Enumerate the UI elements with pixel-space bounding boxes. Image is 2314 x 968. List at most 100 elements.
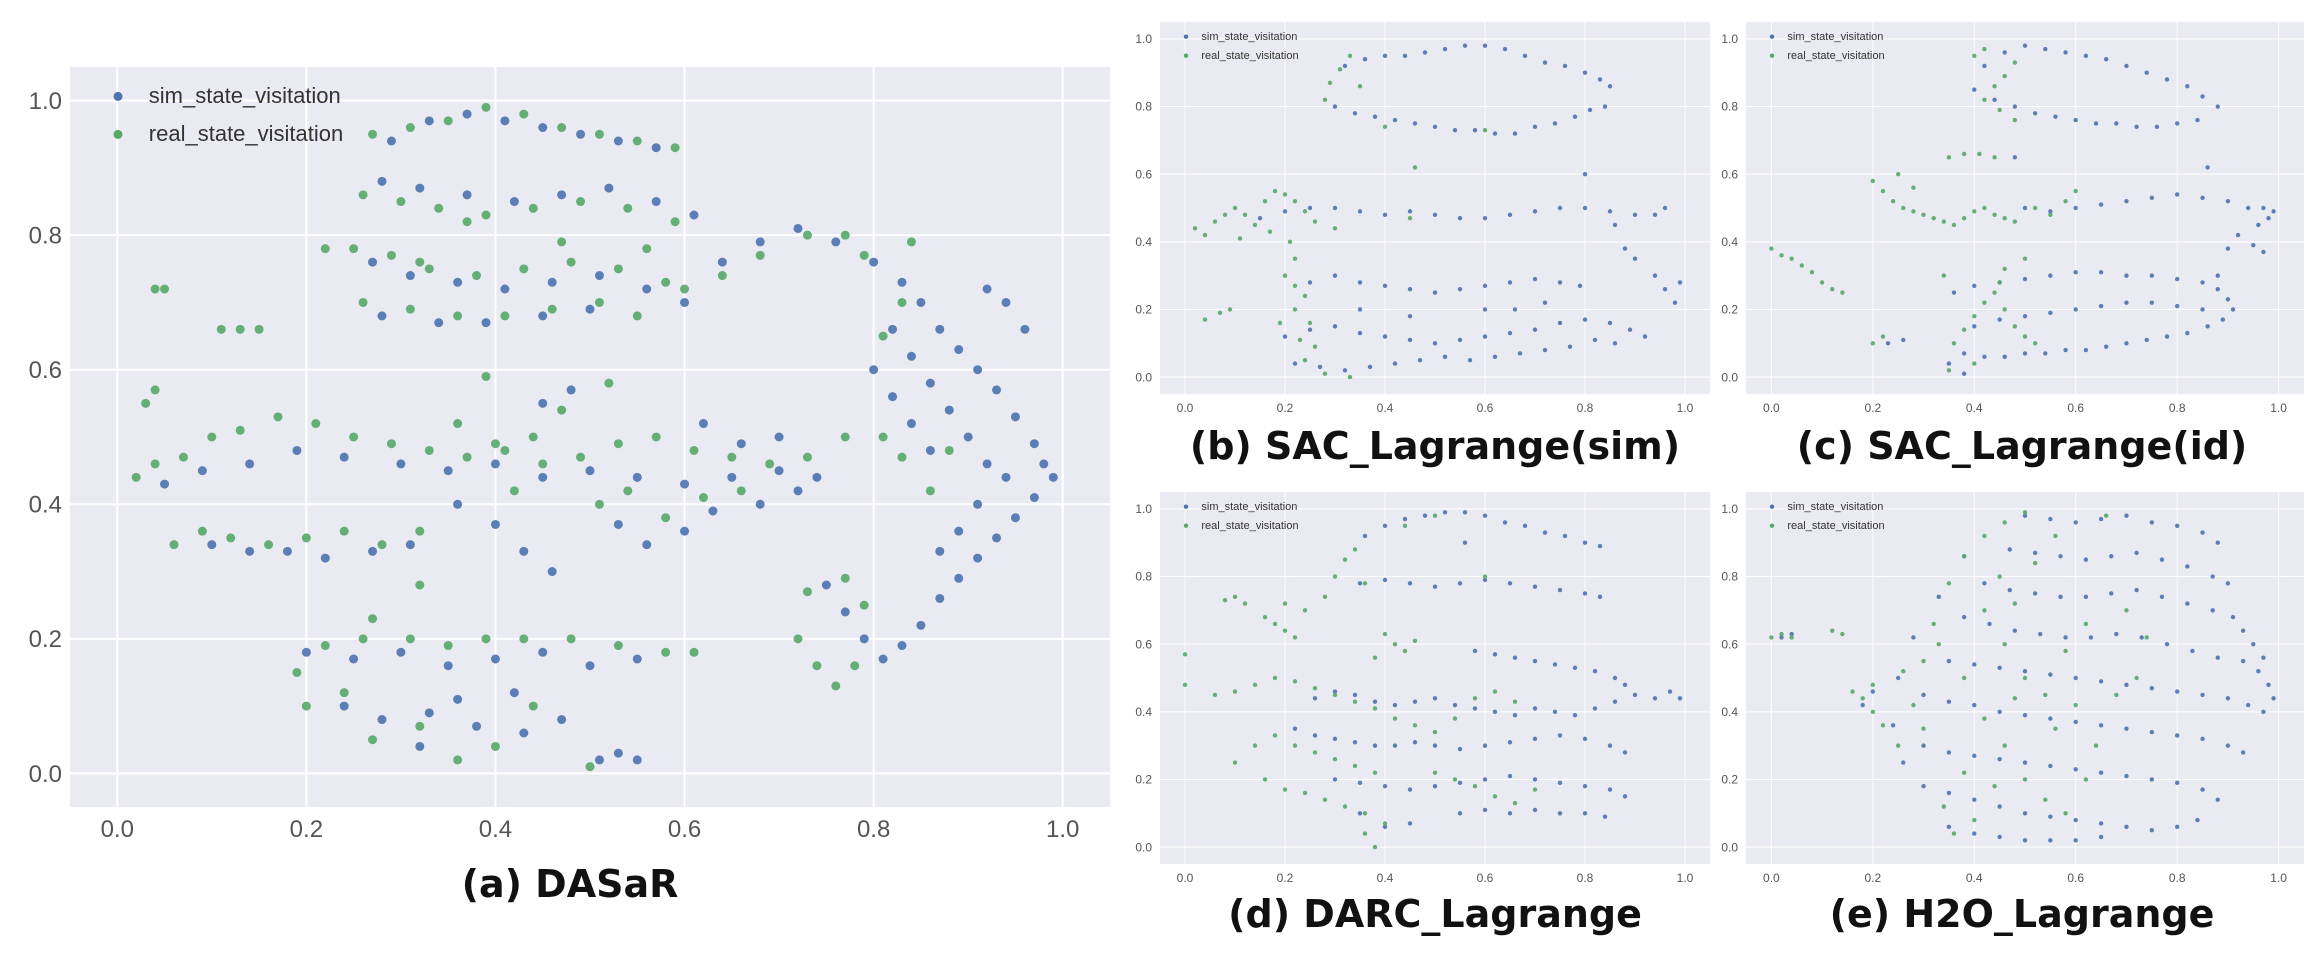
scatter-point bbox=[1292, 283, 1298, 288]
scatter-point bbox=[339, 701, 349, 711]
scatter-point bbox=[2149, 729, 2155, 735]
scatter-point bbox=[2134, 124, 2139, 130]
scatter-point bbox=[1222, 212, 1228, 217]
scatter-point bbox=[2063, 50, 2068, 55]
scatter-point bbox=[405, 634, 415, 644]
scatter-point bbox=[1997, 756, 2002, 762]
scatter-point bbox=[1911, 702, 1916, 708]
scatter-point bbox=[613, 439, 623, 449]
scatter-point bbox=[490, 519, 500, 529]
scatter-point bbox=[1880, 723, 1886, 728]
scatter-point bbox=[1769, 246, 1774, 251]
scatter-point bbox=[859, 250, 869, 260]
legend-label: sim_state_visitation bbox=[1787, 31, 1883, 43]
scatter-point bbox=[1332, 226, 1338, 231]
scatter-point bbox=[689, 647, 699, 657]
scatter-point bbox=[2174, 523, 2180, 529]
scatter-point bbox=[528, 203, 538, 213]
scatter-point bbox=[1582, 171, 1588, 177]
x-tick-label: 1.0 bbox=[2270, 871, 2287, 885]
scatter-point bbox=[717, 271, 727, 281]
scatter-point bbox=[1542, 530, 1548, 535]
scatter-point bbox=[1407, 314, 1413, 319]
scatter-point bbox=[1652, 273, 1658, 278]
scatter-point bbox=[1946, 750, 1952, 755]
scatter-point bbox=[670, 217, 680, 227]
scatter-point bbox=[557, 190, 567, 200]
scatter-point bbox=[415, 721, 425, 731]
x-tick-label: 0.2 bbox=[1864, 401, 1881, 415]
scatter-point bbox=[2063, 635, 2068, 640]
scatter-point bbox=[1452, 702, 1458, 708]
scatter-point bbox=[1941, 219, 1947, 224]
legend-marker bbox=[113, 91, 123, 101]
scatter-point bbox=[1612, 341, 1618, 346]
scatter-point bbox=[2164, 334, 2170, 339]
scatter-point bbox=[2134, 550, 2139, 556]
scatter-point bbox=[226, 533, 236, 543]
scatter-point bbox=[1982, 63, 1987, 69]
scatter-point bbox=[1532, 736, 1538, 742]
scatter-point bbox=[1307, 280, 1313, 285]
scatter-point bbox=[642, 540, 652, 550]
scatter-point bbox=[1982, 608, 1987, 613]
scatter-point bbox=[1972, 324, 1977, 329]
scatter-point bbox=[1457, 811, 1463, 816]
scatter-point bbox=[547, 567, 557, 577]
scatter-point bbox=[661, 647, 671, 657]
scatter-point bbox=[2225, 696, 2231, 701]
scatter-point bbox=[1789, 256, 1794, 261]
scatter-point bbox=[1517, 351, 1523, 356]
scatter-point bbox=[2083, 777, 2089, 782]
scatter-point bbox=[1332, 777, 1338, 782]
scatter-point bbox=[2215, 273, 2220, 278]
scatter-point bbox=[1422, 513, 1428, 518]
y-tick-label: 0.8 bbox=[1721, 100, 1738, 114]
scatter-point bbox=[1402, 648, 1408, 654]
y-tick-label: 0.6 bbox=[1135, 637, 1152, 651]
scatter-point bbox=[1432, 770, 1438, 775]
scatter-point bbox=[1392, 641, 1398, 647]
scatter-point bbox=[547, 277, 557, 287]
scatter-point bbox=[2022, 777, 2028, 782]
scatter-point bbox=[2205, 165, 2210, 170]
scatter-point bbox=[2174, 824, 2180, 829]
scatter-point bbox=[2210, 574, 2215, 579]
scatter-point bbox=[377, 715, 387, 725]
scatter-point bbox=[1972, 662, 1977, 667]
scatter-point bbox=[661, 513, 671, 523]
scatter-point bbox=[1252, 743, 1258, 748]
y-tick-label: 0.0 bbox=[29, 761, 62, 788]
scatter-point bbox=[1362, 57, 1368, 62]
scatter-point bbox=[1982, 354, 1987, 359]
scatter-point bbox=[1362, 831, 1368, 836]
scatter-point bbox=[358, 634, 368, 644]
scatter-point bbox=[358, 190, 368, 200]
scatter-point bbox=[1357, 209, 1363, 214]
scatter-point bbox=[1972, 283, 1977, 288]
scatter-point bbox=[1936, 594, 1941, 600]
scatter-point bbox=[1769, 635, 1774, 640]
scatter-point bbox=[1357, 307, 1363, 312]
scatter-point bbox=[1457, 581, 1463, 586]
scatter-point bbox=[878, 432, 888, 442]
scatter-point bbox=[131, 472, 141, 482]
legend-marker bbox=[1183, 523, 1189, 528]
scatter-point bbox=[2048, 310, 2053, 316]
scatter-point bbox=[765, 459, 775, 469]
scatter-point bbox=[1667, 689, 1673, 694]
scatter-point bbox=[594, 129, 604, 139]
scatter-point bbox=[2022, 838, 2028, 843]
scatter-point bbox=[755, 250, 765, 260]
scatter-point bbox=[1557, 587, 1563, 593]
scatter-point bbox=[632, 654, 642, 664]
scatter-point bbox=[576, 197, 586, 207]
scatter-point bbox=[2053, 114, 2058, 119]
scatter-point bbox=[481, 318, 491, 328]
scatter-point bbox=[1332, 104, 1338, 109]
scatter-point bbox=[793, 634, 803, 644]
scatter-point bbox=[396, 197, 406, 207]
scatter-point bbox=[793, 223, 803, 233]
scatter-point bbox=[1367, 364, 1373, 370]
scatter-point bbox=[1961, 371, 1967, 376]
